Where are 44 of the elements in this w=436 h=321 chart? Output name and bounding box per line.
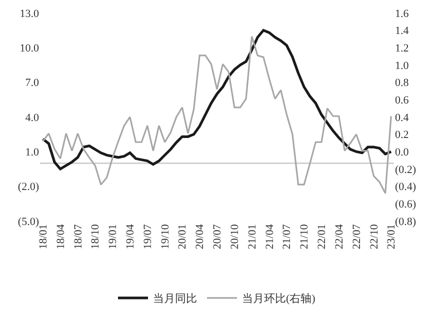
y2-tick-label: (0.6) xyxy=(395,198,416,211)
y2-tick-label: 1.0 xyxy=(395,60,410,72)
x-tick-label: 21/10 xyxy=(298,224,311,250)
x-tick-label: 20/10 xyxy=(228,224,241,250)
x-tick-label: 22/07 xyxy=(350,224,363,250)
y-tick-label: (2.0) xyxy=(18,181,40,194)
y-tick-label: 1.0 xyxy=(25,146,40,159)
y2-tick-label: 1.4 xyxy=(395,25,410,38)
x-tick-label: 18/10 xyxy=(90,224,102,250)
x-tick-label: 21/01 xyxy=(246,224,258,250)
line-series xyxy=(42,36,392,194)
x-tick-label: 22/04 xyxy=(333,224,346,250)
y2-tick-label: 0.4 xyxy=(395,112,410,124)
y-tick-label: 10.0 xyxy=(20,42,40,55)
y-tick-label: 13.0 xyxy=(20,8,40,20)
x-tick-label: 19/01 xyxy=(107,224,120,250)
y2-tick-label: 0.2 xyxy=(395,129,409,142)
x-tick-label: 20/01 xyxy=(176,224,189,250)
y2-tick-label: 0.0 xyxy=(395,146,410,159)
x-tick-label: 22/10 xyxy=(368,224,380,250)
x-tick-label: 18/07 xyxy=(72,224,84,250)
y2-tick-label: (0.2) xyxy=(395,164,416,176)
y2-tick-label: 0.8 xyxy=(395,77,410,90)
x-tick-label: 19/04 xyxy=(124,224,137,250)
x-tick-label: 19/07 xyxy=(142,224,154,250)
y2-tick-label: (0.8) xyxy=(395,216,416,228)
y2-tick-label: 1.6 xyxy=(395,8,410,20)
x-tick-label: 19/10 xyxy=(159,224,172,250)
y-tick-label: 4.0 xyxy=(25,112,40,124)
y-tick-label: (5.0) xyxy=(18,216,40,228)
y2-tick-label: (0.4) xyxy=(395,181,416,194)
x-tick-label: 21/07 xyxy=(281,224,294,250)
x-tick-label: 18/04 xyxy=(54,224,67,250)
x-tick-label: 18/01 xyxy=(37,224,50,250)
legend-label: 当月环比(右轴) xyxy=(242,292,316,306)
y2-tick-label: 0.6 xyxy=(395,94,410,107)
y-tick-label: 7.0 xyxy=(25,77,40,90)
x-tick-label: 20/07 xyxy=(212,224,224,250)
line-series xyxy=(42,29,392,170)
x-tick-label: 22/01 xyxy=(316,224,328,250)
x-tick-label: 21/04 xyxy=(264,224,276,250)
x-tick-label: 20/04 xyxy=(194,224,206,250)
legend-label: 当月同比 xyxy=(153,292,197,306)
y2-tick-label: 1.2 xyxy=(395,42,409,55)
